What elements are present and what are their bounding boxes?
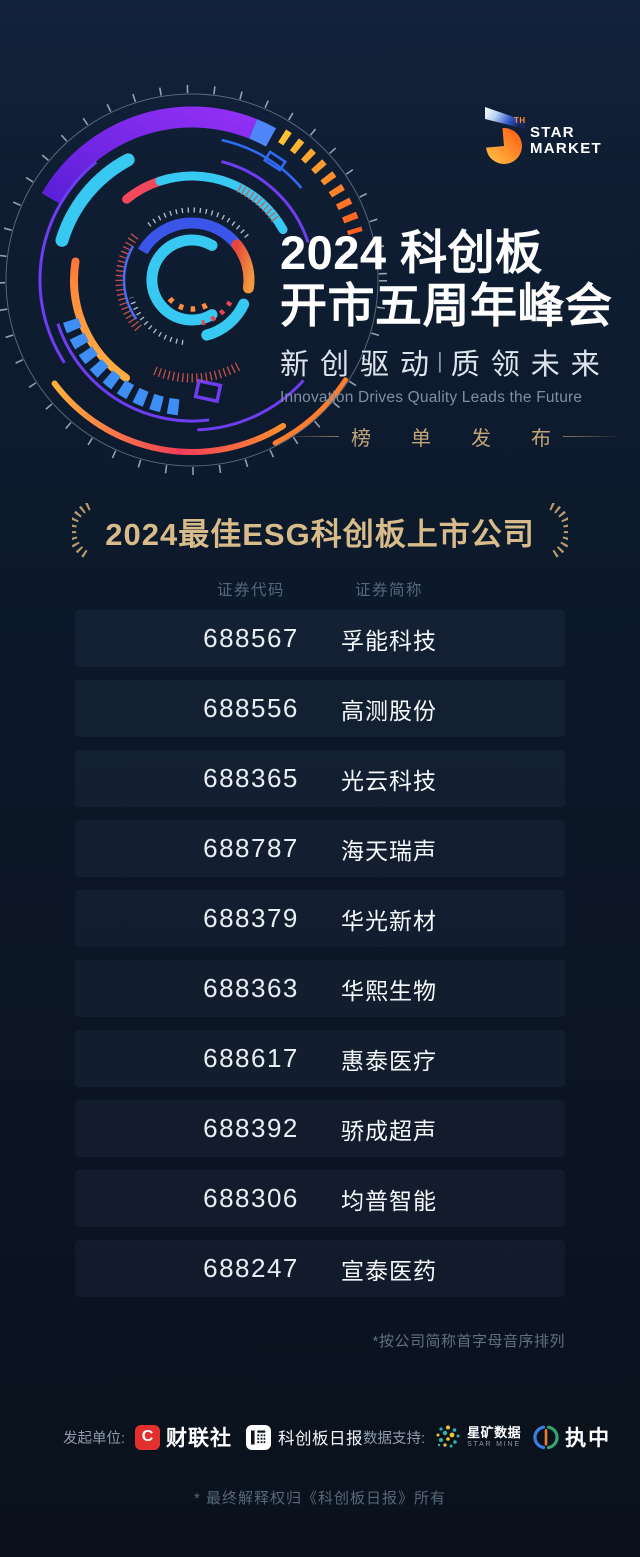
table-row: 688247 宣泰医药: [75, 1240, 565, 1297]
table-row: 688379 华光新材: [75, 890, 565, 947]
star-market-daily-name: 科创板日报: [278, 1430, 364, 1448]
stock-code: 688247: [203, 1253, 299, 1283]
table-row: 688556 高测股份: [75, 680, 565, 737]
main-title-line2: 开市五周年峰会: [280, 279, 613, 332]
table-row: 688617 惠泰医疗: [75, 1030, 565, 1087]
stock-name: 光云科技: [341, 767, 437, 794]
table-row: 688363 华熙生物: [75, 960, 565, 1017]
table-row: 688567 孚能科技: [75, 610, 565, 667]
ribbon-label: 榜单发布: [351, 428, 591, 450]
stock-code: 688379: [203, 903, 299, 933]
table-row: 688787 海天瑞声: [75, 820, 565, 877]
stock-name: 孚能科技: [341, 627, 437, 654]
star-market-wordmark: STAR MARKET: [530, 124, 602, 157]
sorting-footnote: *按公司简称首字母音序排列: [372, 1333, 565, 1350]
table-row: 688306 均普智能: [75, 1170, 565, 1227]
ribbon-line-left: [280, 436, 339, 437]
slogan: 新创驱动 | 质领未来: [280, 341, 628, 383]
star-market-daily-logo-icon: [246, 1424, 272, 1450]
column-header-name: 证券简称: [354, 582, 423, 599]
stock-code: 688306: [203, 1183, 299, 1213]
ranking-table: 证券代码 证券简称 688567 孚能科技 688556 高测股份 688365…: [75, 576, 565, 1310]
star-mine-wordmark: 星矿数据 STAR MINE: [467, 1426, 521, 1448]
stock-name: 华熙生物: [341, 977, 437, 1004]
cailianshe-name: 财联社: [166, 1427, 233, 1450]
cailianshe-logo-icon: C: [135, 1424, 161, 1450]
column-header-code: 证券代码: [216, 582, 285, 599]
slogan-divider: |: [437, 348, 443, 373]
star-mine-logo-icon: [436, 1425, 460, 1448]
organizer-label: 发起单位:: [63, 1430, 126, 1447]
ribbon-line-right: [563, 436, 622, 437]
stock-name: 海天瑞声: [341, 837, 437, 864]
laurel-left-icon: [72, 503, 92, 559]
stock-code: 688567: [203, 623, 299, 653]
star-market-logo: TH STAR MARKET: [485, 107, 610, 169]
table-row: 688392 骄成超声: [75, 1100, 565, 1157]
disclaimer-text: * 最终解释权归《科创板日报》所有: [193, 1490, 446, 1507]
hero-block: 2024 科创板 开市五周年峰会 新创驱动 | 质领未来 Innovation …: [280, 226, 628, 451]
stock-name: 华光新材: [341, 907, 437, 934]
star-mine-name: 星矿数据: [467, 1425, 522, 1440]
stock-code: 688787: [203, 833, 299, 863]
table-row: 688365 光云科技: [75, 750, 565, 807]
stock-name: 均普智能: [341, 1187, 437, 1214]
slogan-english: Innovation Drives Quality Leads the Futu…: [280, 389, 583, 406]
laurel-right-icon: [548, 503, 568, 559]
star-market-5-icon: [485, 107, 525, 165]
list-title-banner: 2024最佳ESG科创板上市公司: [0, 503, 640, 559]
table-header: 证券代码 证券简称: [75, 576, 565, 602]
stock-code: 688617: [203, 1043, 299, 1073]
circular-tech-decoration-graphic: [0, 85, 387, 475]
stock-code: 688556: [203, 693, 299, 723]
stock-code: 688365: [203, 763, 299, 793]
data-support-group: 数据支持: 星矿数据 STAR MINE 执中: [363, 1422, 611, 1452]
stock-code: 688363: [203, 973, 299, 1003]
data-support-label: 数据支持:: [363, 1430, 426, 1447]
ribbon-release: 榜单发布: [280, 422, 622, 451]
zhizhong-name: 执中: [565, 1427, 612, 1450]
slogan-left: 新创驱动: [280, 349, 441, 381]
main-title-line1: 2024 科创板: [280, 226, 543, 279]
stock-name: 惠泰医疗: [341, 1047, 437, 1074]
stock-name: 高测股份: [341, 697, 437, 724]
footer-logos: 发起单位: C 财联社 科创板日报 数据支持: 星矿数据: [63, 1422, 609, 1452]
zhizhong-logo-icon: [533, 1425, 559, 1450]
star-market-th-label: TH: [514, 116, 526, 125]
stock-code: 688392: [203, 1113, 299, 1143]
organizer-group: 发起单位: C 财联社 科创板日报: [63, 1422, 363, 1452]
stock-name: 宣泰医药: [341, 1257, 437, 1284]
list-title: 2024最佳ESG科创板上市公司: [105, 516, 535, 552]
stock-name: 骄成超声: [341, 1117, 437, 1144]
slogan-right: 质领未来: [450, 349, 611, 381]
star-mine-subtitle: STAR MINE: [467, 1441, 521, 1448]
